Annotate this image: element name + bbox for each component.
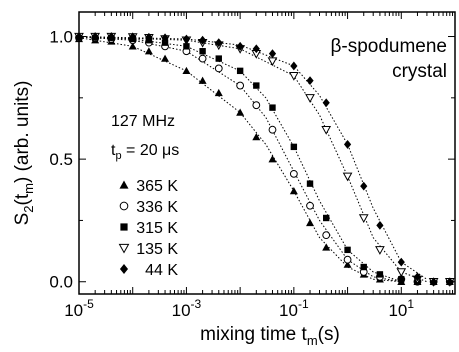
data-point-135-k <box>396 268 407 277</box>
data-point-44-k <box>215 38 223 48</box>
data-point-336-k <box>289 169 298 178</box>
legend-marker-336-k <box>119 201 129 211</box>
data-point-315-k <box>253 82 260 89</box>
data-point-365-k <box>343 260 352 268</box>
plot-frame <box>78 11 456 295</box>
fit-curve-44-k <box>78 36 428 280</box>
data-point-44-k <box>376 220 384 230</box>
data-points <box>74 32 455 287</box>
data-point-336-k <box>214 64 223 73</box>
data-point-44-k <box>306 76 314 86</box>
data-point-315-k <box>376 271 384 278</box>
legend-label-135-k: 135 K <box>136 241 178 258</box>
data-point-365-k <box>144 47 153 55</box>
data-point-315-k <box>269 104 276 111</box>
data-point-44-k <box>268 49 277 59</box>
data-point-315-k <box>290 143 298 151</box>
annotation-title-line2: crystal <box>392 61 447 82</box>
x-tick-label: 101 <box>388 297 414 320</box>
data-point-365-k <box>322 243 331 251</box>
x-axis-label: mixing time tm(s) <box>200 324 340 348</box>
data-point-44-k <box>290 61 298 71</box>
data-point-44-k <box>107 32 115 41</box>
y-tick-label: 0.0 <box>49 273 73 292</box>
data-point-315-k <box>344 246 351 254</box>
data-point-44-k <box>397 257 405 267</box>
annotation-frequency: 127 MHz <box>111 113 175 130</box>
annotation-title-line1: β-spodumene <box>330 36 447 57</box>
data-point-44-k <box>360 181 368 191</box>
legend-marker-365-k <box>119 180 129 189</box>
data-point-315-k <box>398 276 405 283</box>
data-point-336-k <box>268 125 277 134</box>
legend-marker-315-k <box>120 223 128 231</box>
data-point-365-k <box>182 66 191 75</box>
data-point-44-k <box>161 33 169 43</box>
annotation-pulse-time: tp = 20 μs <box>111 142 179 162</box>
legend-marker-44-k <box>119 264 129 274</box>
legend-label-44-k: 44 K <box>145 262 178 279</box>
legend-label-315-k: 315 K <box>136 220 178 237</box>
legend-label-365-k: 365 K <box>136 178 178 195</box>
legend-label-336-k: 336 K <box>136 199 178 216</box>
data-point-44-k <box>252 44 260 54</box>
fit-curve-336-k <box>78 36 402 283</box>
data-point-315-k <box>306 180 314 187</box>
x-tick-label: 10-3 <box>172 297 202 320</box>
data-point-365-k <box>252 133 261 141</box>
data-point-44-k <box>129 32 137 42</box>
data-point-336-k <box>236 81 245 90</box>
x-axis-ticks: 10-5 10-3 10-1 101 <box>64 12 454 320</box>
data-point-135-k <box>358 214 369 224</box>
data-point-44-k <box>145 32 153 42</box>
fit-curve-315-k <box>78 36 402 283</box>
fit-curve-365-k <box>78 37 402 283</box>
legend: 365 K 336 K 315 K 135 K 44 K <box>118 178 178 279</box>
data-point-315-k <box>236 67 244 75</box>
data-point-44-k <box>198 35 207 45</box>
data-point-365-k <box>306 218 315 227</box>
data-point-44-k <box>236 41 244 51</box>
data-point-365-k <box>214 88 223 97</box>
data-point-365-k <box>161 54 170 62</box>
y-axis-label: S2(tm) (arb. units) <box>12 81 36 226</box>
data-point-365-k <box>128 42 137 50</box>
data-point-365-k <box>198 76 207 84</box>
x-tick-label: 10-5 <box>64 297 94 320</box>
y-axis-ticks: 0.0 0.5 1.0 <box>49 28 455 292</box>
data-point-336-k <box>252 101 261 110</box>
data-point-365-k <box>289 187 298 195</box>
data-point-315-k <box>183 43 190 50</box>
data-point-365-k <box>268 155 277 163</box>
x-tick-label: 10-1 <box>279 297 309 320</box>
data-point-315-k <box>215 55 222 62</box>
data-point-336-k <box>198 54 207 63</box>
data-point-336-k <box>306 201 314 210</box>
data-point-44-k <box>322 98 330 108</box>
data-point-336-k <box>322 231 331 240</box>
data-point-44-k <box>430 277 438 287</box>
data-point-44-k <box>91 32 99 41</box>
data-point-336-k <box>343 255 352 264</box>
data-point-135-k <box>375 246 385 255</box>
data-point-135-k <box>305 94 315 103</box>
data-point-44-k <box>182 34 191 44</box>
legend-marker-135-k <box>118 243 130 254</box>
data-point-135-k <box>342 172 353 182</box>
data-point-315-k <box>199 48 206 55</box>
data-point-365-k <box>236 108 245 116</box>
data-point-44-k <box>413 272 422 282</box>
data-point-135-k <box>321 126 332 135</box>
data-point-135-k <box>289 72 299 81</box>
data-point-315-k <box>360 263 367 271</box>
fit-curves <box>78 36 428 283</box>
y-tick-label: 0.5 <box>49 150 73 169</box>
y-tick-label: 1.0 <box>49 28 73 47</box>
data-point-44-k <box>343 140 352 149</box>
data-point-315-k <box>322 214 330 222</box>
